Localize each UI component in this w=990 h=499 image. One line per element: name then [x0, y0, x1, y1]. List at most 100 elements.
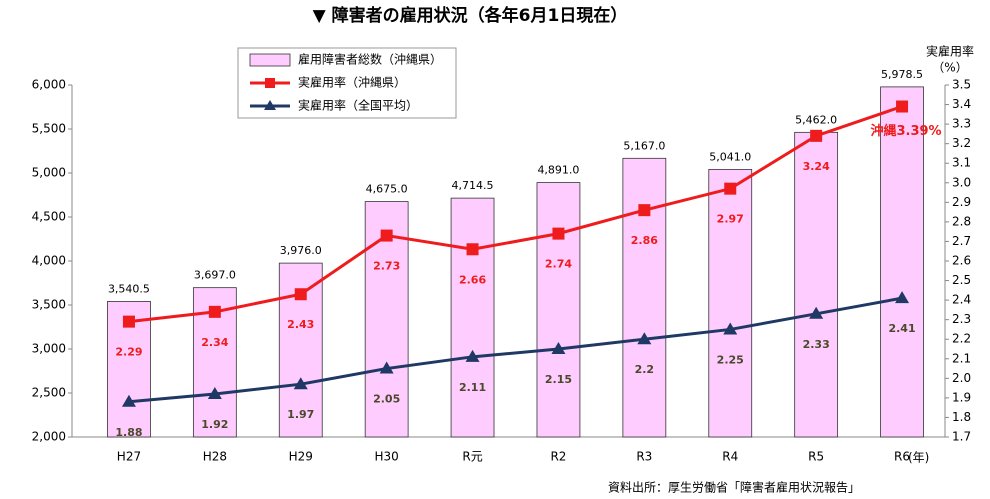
legend-marker: [265, 78, 275, 88]
y2-tick-label: 2.7: [952, 234, 971, 248]
bar-value-label: 3,697.0: [194, 269, 236, 282]
y2-tick-label: 2.5: [952, 273, 971, 287]
y-tick-label: 3,000: [32, 342, 66, 356]
marker: [465, 349, 480, 362]
bar-value-label: 4,675.0: [366, 183, 408, 196]
data-label: 2.33: [803, 338, 830, 351]
y2-tick-label: 1.8: [952, 410, 971, 424]
data-label: 2.05: [373, 393, 400, 406]
data-label: 2.73: [373, 260, 400, 273]
legend-label: 雇用障害者総数（沖縄県）: [298, 52, 442, 67]
marker: [552, 227, 565, 240]
marker: [379, 361, 394, 374]
data-label: 2.43: [287, 318, 314, 331]
x-tick-label: R2: [550, 450, 566, 464]
marker: [638, 204, 651, 217]
x-tick-label: R6: [894, 450, 910, 464]
marker: [724, 182, 737, 195]
data-label: 1.88: [115, 426, 142, 439]
bar: [708, 168, 753, 438]
bar: [794, 131, 839, 438]
y2-tick-label: 2.2: [952, 332, 971, 346]
data-label: 2.66: [459, 273, 486, 286]
data-label: 2.34: [201, 336, 228, 349]
y-tick-label: 5,000: [32, 166, 66, 180]
y2-tick-label: 1.9: [952, 390, 971, 404]
chart-title: ▼ 障害者の雇用状況（各年6月1日現在）: [313, 5, 628, 26]
x-tick-label: H30: [375, 450, 399, 464]
y-tick-label: 2,500: [32, 386, 66, 400]
marker: [723, 322, 738, 335]
y2-tick-label: 2.8: [952, 214, 971, 228]
legend-label: 実雇用率（沖縄県）: [298, 75, 406, 90]
data-label: 2.86: [631, 234, 658, 247]
marker: [121, 394, 136, 407]
bar-value-label: 5,978.5: [881, 68, 923, 81]
y2-tick-label: 2.3: [952, 312, 971, 326]
y-tick-label: 6,000: [32, 78, 66, 92]
y2-tick-label: 2.1: [952, 351, 971, 365]
bar-value-label: 4,714.5: [452, 179, 494, 192]
y2-tick-label: 2.9: [952, 195, 971, 209]
x-tick-label: R3: [636, 450, 652, 464]
line: [128, 105, 903, 324]
marker: [810, 129, 823, 142]
y2-tick-label: 2.6: [952, 254, 971, 268]
marker: [294, 288, 307, 301]
y2-tick-label: 3.4: [952, 97, 971, 111]
marker: [208, 305, 221, 318]
legend-label: 実雇用率（全国平均）: [298, 98, 418, 113]
y-tick-label: 3,500: [32, 298, 66, 312]
bar-value-label: 4,891.0: [537, 164, 579, 177]
data-label: 2.97: [717, 213, 744, 226]
y2-tick-label: 2.4: [952, 293, 971, 307]
y2-axis-label: （%）: [932, 61, 967, 75]
x-axis-unit: (年): [908, 451, 929, 465]
x-tick-label: H27: [117, 450, 141, 464]
legend-swatch: [249, 53, 291, 67]
data-label: 1.92: [201, 418, 228, 431]
data-label: 2.29: [115, 346, 142, 359]
bar-value-label: 5,462.0: [795, 113, 837, 126]
bar: [450, 197, 495, 438]
bar: [536, 182, 581, 438]
data-label: 3.24: [803, 160, 830, 173]
y2-tick-label: 3.1: [952, 156, 971, 170]
marker: [122, 315, 135, 328]
data-label: 2.15: [545, 373, 572, 386]
x-tick-label: R4: [722, 450, 738, 464]
data-label: 2.11: [459, 381, 486, 394]
bar: [880, 86, 924, 438]
y2-tick-label: 3.0: [952, 175, 971, 189]
bar-value-label: 5,167.0: [623, 139, 665, 152]
x-tick-label: R元: [462, 450, 482, 464]
bar-value-label: 3,540.5: [108, 282, 150, 295]
marker: [896, 100, 909, 113]
y2-axis-label: 実雇用率: [926, 44, 974, 59]
bar: [622, 157, 667, 438]
x-tick-label: H29: [289, 450, 313, 464]
marker: [551, 342, 566, 354]
bar-value-label: 3,976.0: [280, 244, 322, 257]
y2-tick-label: 1.7: [952, 430, 971, 444]
legend-marker: [264, 100, 276, 110]
y2-tick-label: 3.5: [952, 78, 971, 92]
x-tick-label: H28: [203, 450, 227, 464]
bar-value-label: 5,041.0: [709, 150, 751, 163]
marker: [637, 332, 652, 345]
data-label: 1.97: [287, 408, 314, 421]
line: [128, 296, 903, 404]
source-note: 資料出所：厚生労働省「障害者雇用状況報告」: [608, 480, 860, 495]
y-tick-label: 4,500: [32, 210, 66, 224]
x-tick-label: R5: [808, 450, 824, 464]
y2-tick-label: 3.2: [952, 136, 971, 150]
data-label: 2.41: [888, 322, 915, 335]
y-tick-label: 5,500: [32, 122, 66, 136]
y2-tick-label: 2.0: [952, 371, 971, 385]
data-label: 2.74: [545, 258, 572, 271]
y-tick-label: 4,000: [32, 254, 66, 268]
data-label: 沖縄3.39%: [870, 123, 941, 139]
y2-tick-label: 3.3: [952, 117, 971, 131]
marker: [207, 386, 222, 399]
